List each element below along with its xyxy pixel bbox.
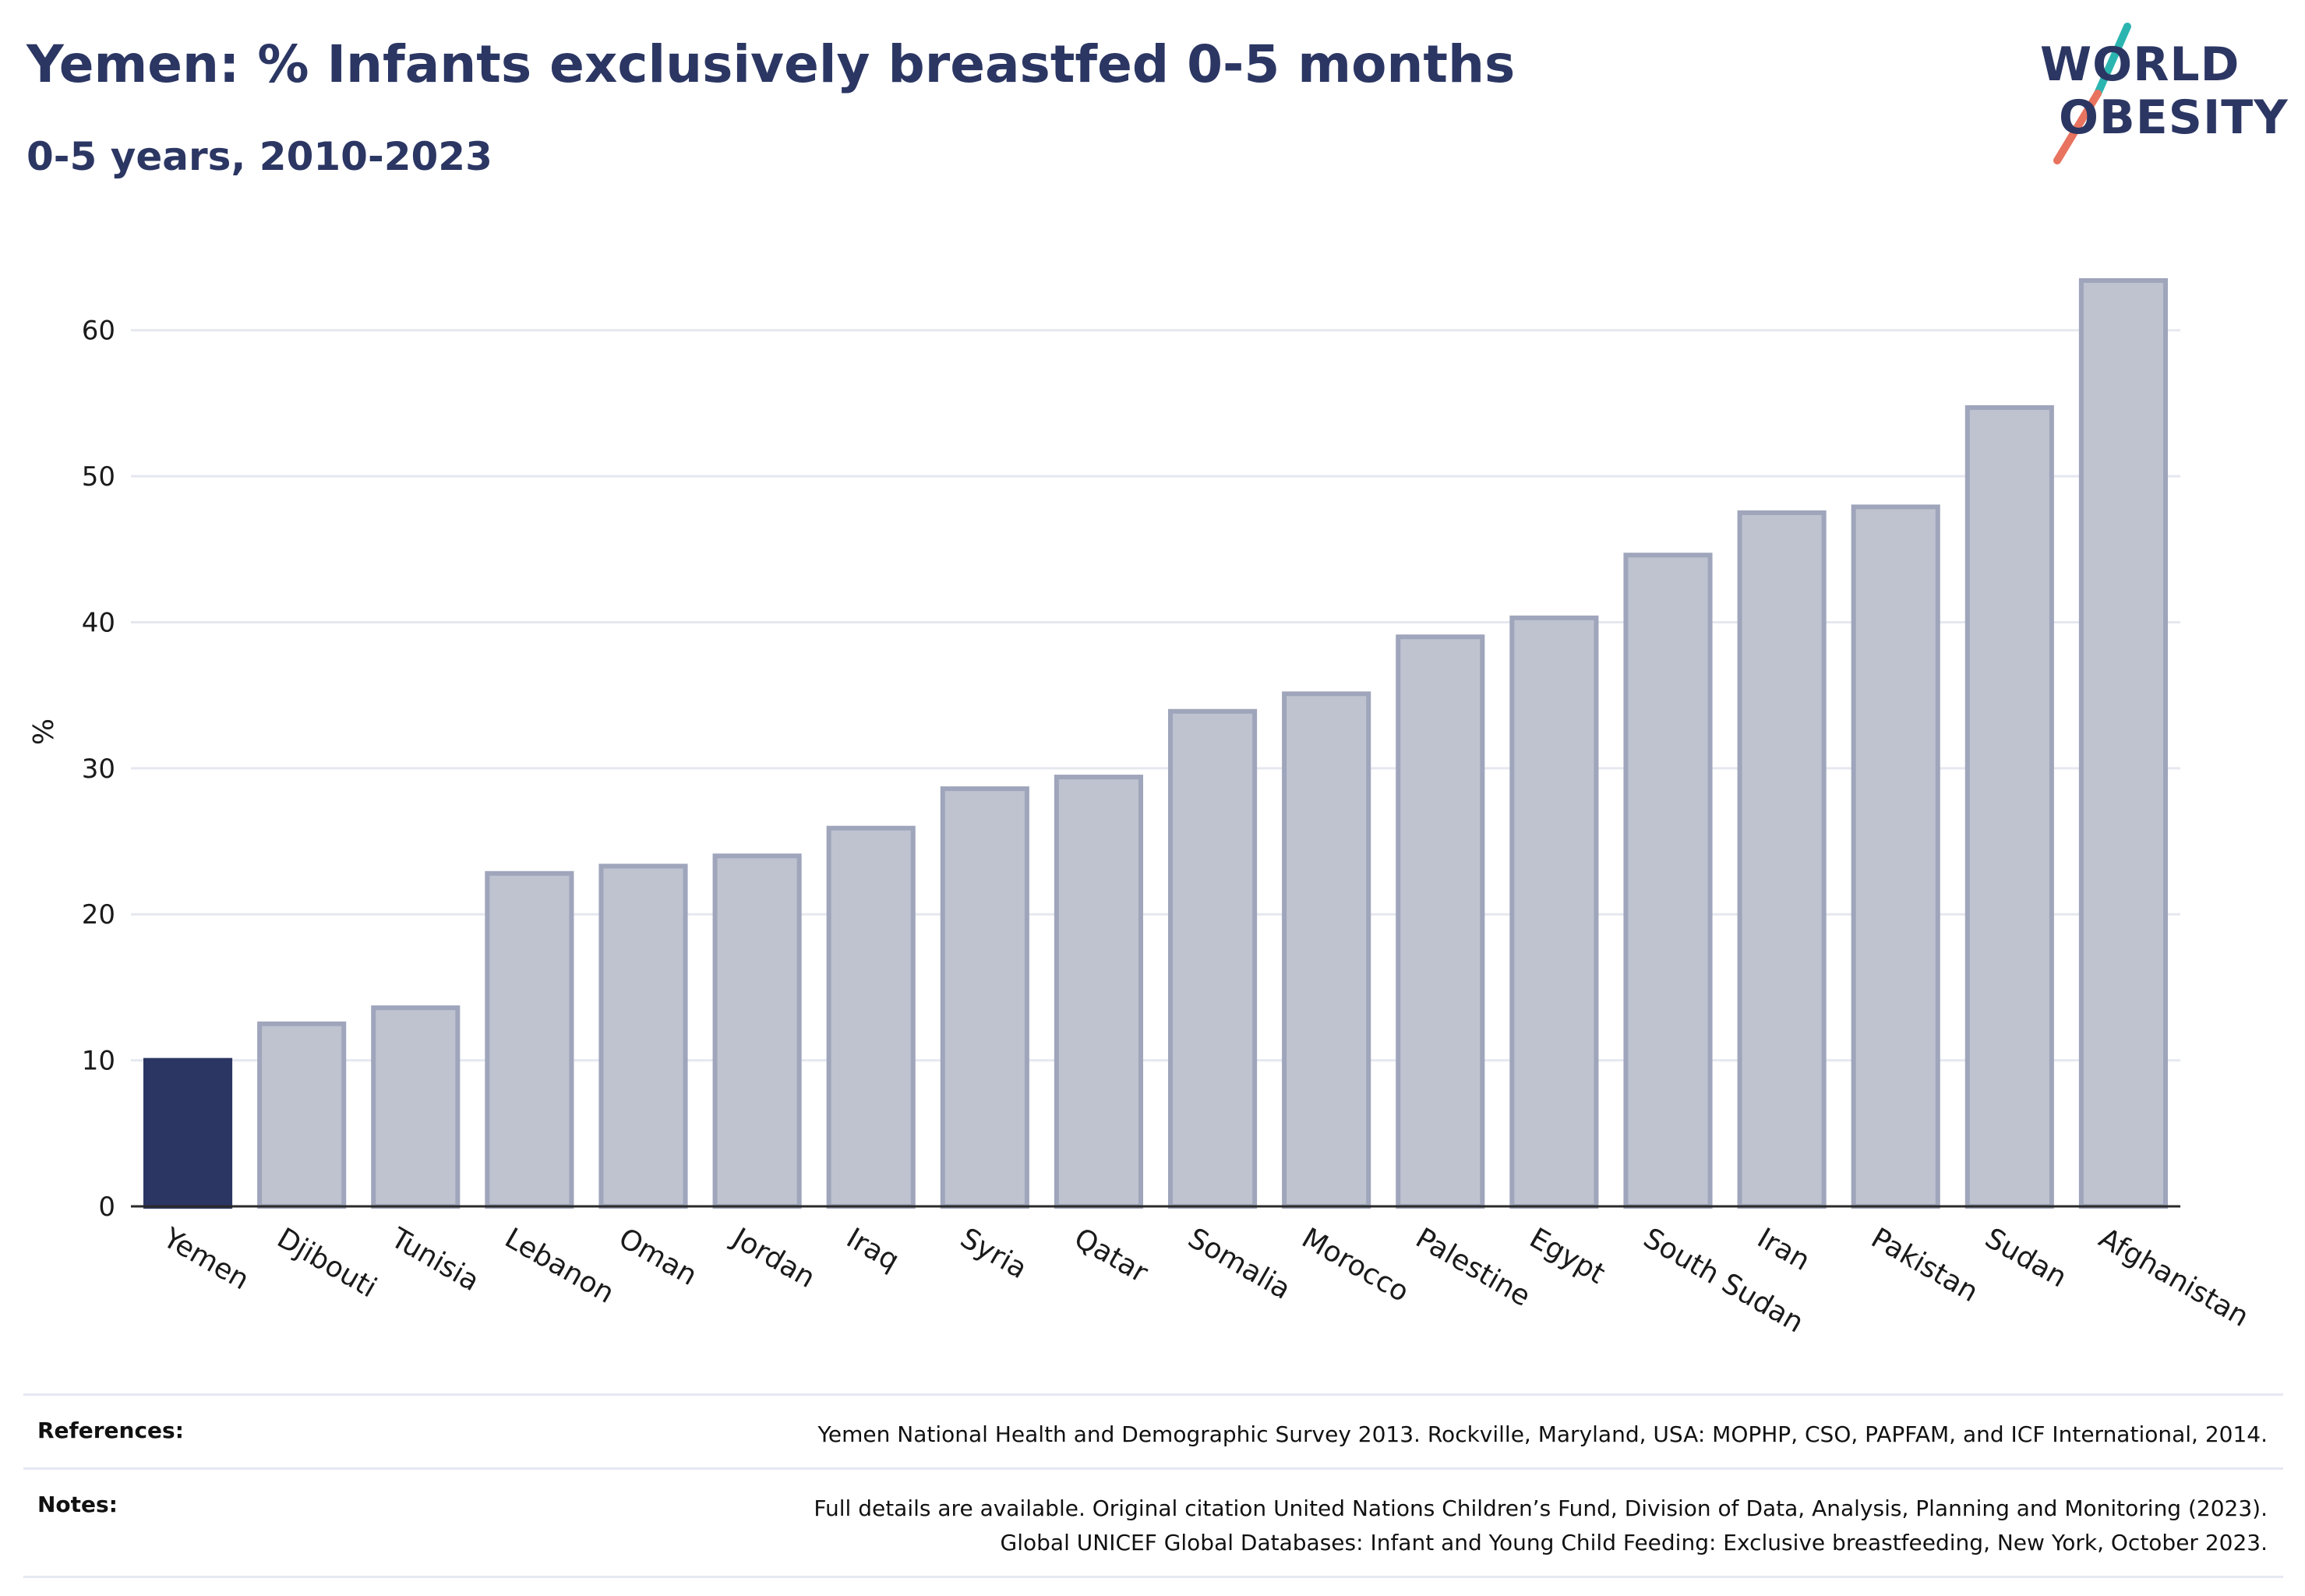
- references-label: References:: [37, 1418, 184, 1443]
- references-table: References: Yemen National Health and De…: [23, 1393, 2283, 1578]
- bar-sudan: [1964, 405, 2054, 1209]
- bar-qatar: [1054, 775, 1144, 1209]
- x-tick-label: Jordan: [725, 1221, 820, 1294]
- y-tick-label: 40: [82, 607, 115, 638]
- bar-jordan: [712, 853, 802, 1209]
- references-text: Yemen National Health and Demographic Su…: [817, 1421, 2268, 1447]
- chart-title: Yemen: % Infants exclusively breastfed 0…: [26, 34, 1516, 94]
- bar-morocco: [1282, 691, 1371, 1209]
- notes-text: Full details are available. Original cit…: [814, 1492, 2268, 1560]
- bar-lebanon: [485, 870, 574, 1209]
- y-tick-label: 0: [98, 1192, 115, 1223]
- x-tick-label: Afghanistan: [2093, 1222, 2254, 1333]
- logo-text-world: WORLD: [2040, 37, 2240, 92]
- bars: [143, 277, 2169, 1209]
- x-tick-label: Qatar: [1068, 1222, 1152, 1289]
- references-row: References: Yemen National Health and De…: [23, 1393, 2283, 1467]
- bar-pakistan: [1851, 504, 1940, 1209]
- notes-text-line-2: Global UNICEF Global Databases: Infant a…: [1000, 1530, 2268, 1555]
- notes-label: Notes:: [37, 1492, 118, 1517]
- notes-text-line-1: Full details are available. Original cit…: [814, 1495, 2268, 1521]
- y-axis-tick-labels: 0 10 20 30 40 50 60: [82, 316, 115, 1223]
- chart-subtitle: 0-5 years, 2010-2023: [26, 134, 492, 179]
- world-obesity-logo: WORLD OBESITY: [2026, 22, 2291, 170]
- x-tick-label: Syria: [955, 1222, 1032, 1285]
- x-tick-label: Sudan: [1979, 1222, 2072, 1294]
- x-tick-label: Lebanon: [499, 1222, 619, 1310]
- logo-slash-icon: [2053, 23, 2131, 164]
- x-tick-label: Somalia: [1183, 1222, 1296, 1306]
- x-tick-label: Iraq: [841, 1222, 904, 1277]
- x-tick-label: Djibouti: [272, 1222, 382, 1304]
- x-tick-label: Yemen: [157, 1222, 255, 1297]
- bar-chart: 0 10 20 30 40 50 60 Yemen Djibouti Tunisia Lebano…: [28, 277, 2254, 1333]
- x-tick-label: Egypt: [1524, 1222, 1610, 1290]
- x-tick-label: Tunisia: [385, 1222, 485, 1298]
- notes-row: Notes: Full details are available. Origi…: [23, 1467, 2283, 1578]
- bar-syria: [940, 786, 1029, 1209]
- y-tick-label: 60: [82, 316, 115, 347]
- y-tick-label: 50: [82, 461, 115, 493]
- bar-tunisia: [371, 1005, 461, 1209]
- y-axis-label: %: [28, 719, 60, 745]
- y-tick-label: 30: [82, 754, 115, 785]
- bar-oman: [598, 863, 688, 1209]
- bar-somalia: [1167, 708, 1258, 1209]
- bar-egypt: [1509, 615, 1599, 1209]
- logo-text-obesity: OBESITY: [2059, 90, 2289, 145]
- y-tick-label: 20: [82, 899, 115, 930]
- bar-palestine: [1396, 634, 1485, 1209]
- bar-yemen: [143, 1058, 233, 1209]
- bar-djibouti: [257, 1021, 347, 1209]
- gridlines: [131, 329, 2180, 1062]
- x-tick-label: Palestine: [1410, 1222, 1536, 1313]
- x-tick-label: Oman: [613, 1222, 702, 1292]
- bar-iraq: [826, 825, 916, 1209]
- y-tick-label: 10: [82, 1046, 115, 1077]
- bar-south-sudan: [1623, 553, 1713, 1209]
- bar-iran: [1737, 510, 1827, 1209]
- x-tick-label: Pakistan: [1866, 1222, 1983, 1308]
- x-tick-label: Iran: [1752, 1222, 1815, 1277]
- bar-afghanistan: [2078, 277, 2169, 1209]
- x-tick-label: Morocco: [1297, 1222, 1414, 1308]
